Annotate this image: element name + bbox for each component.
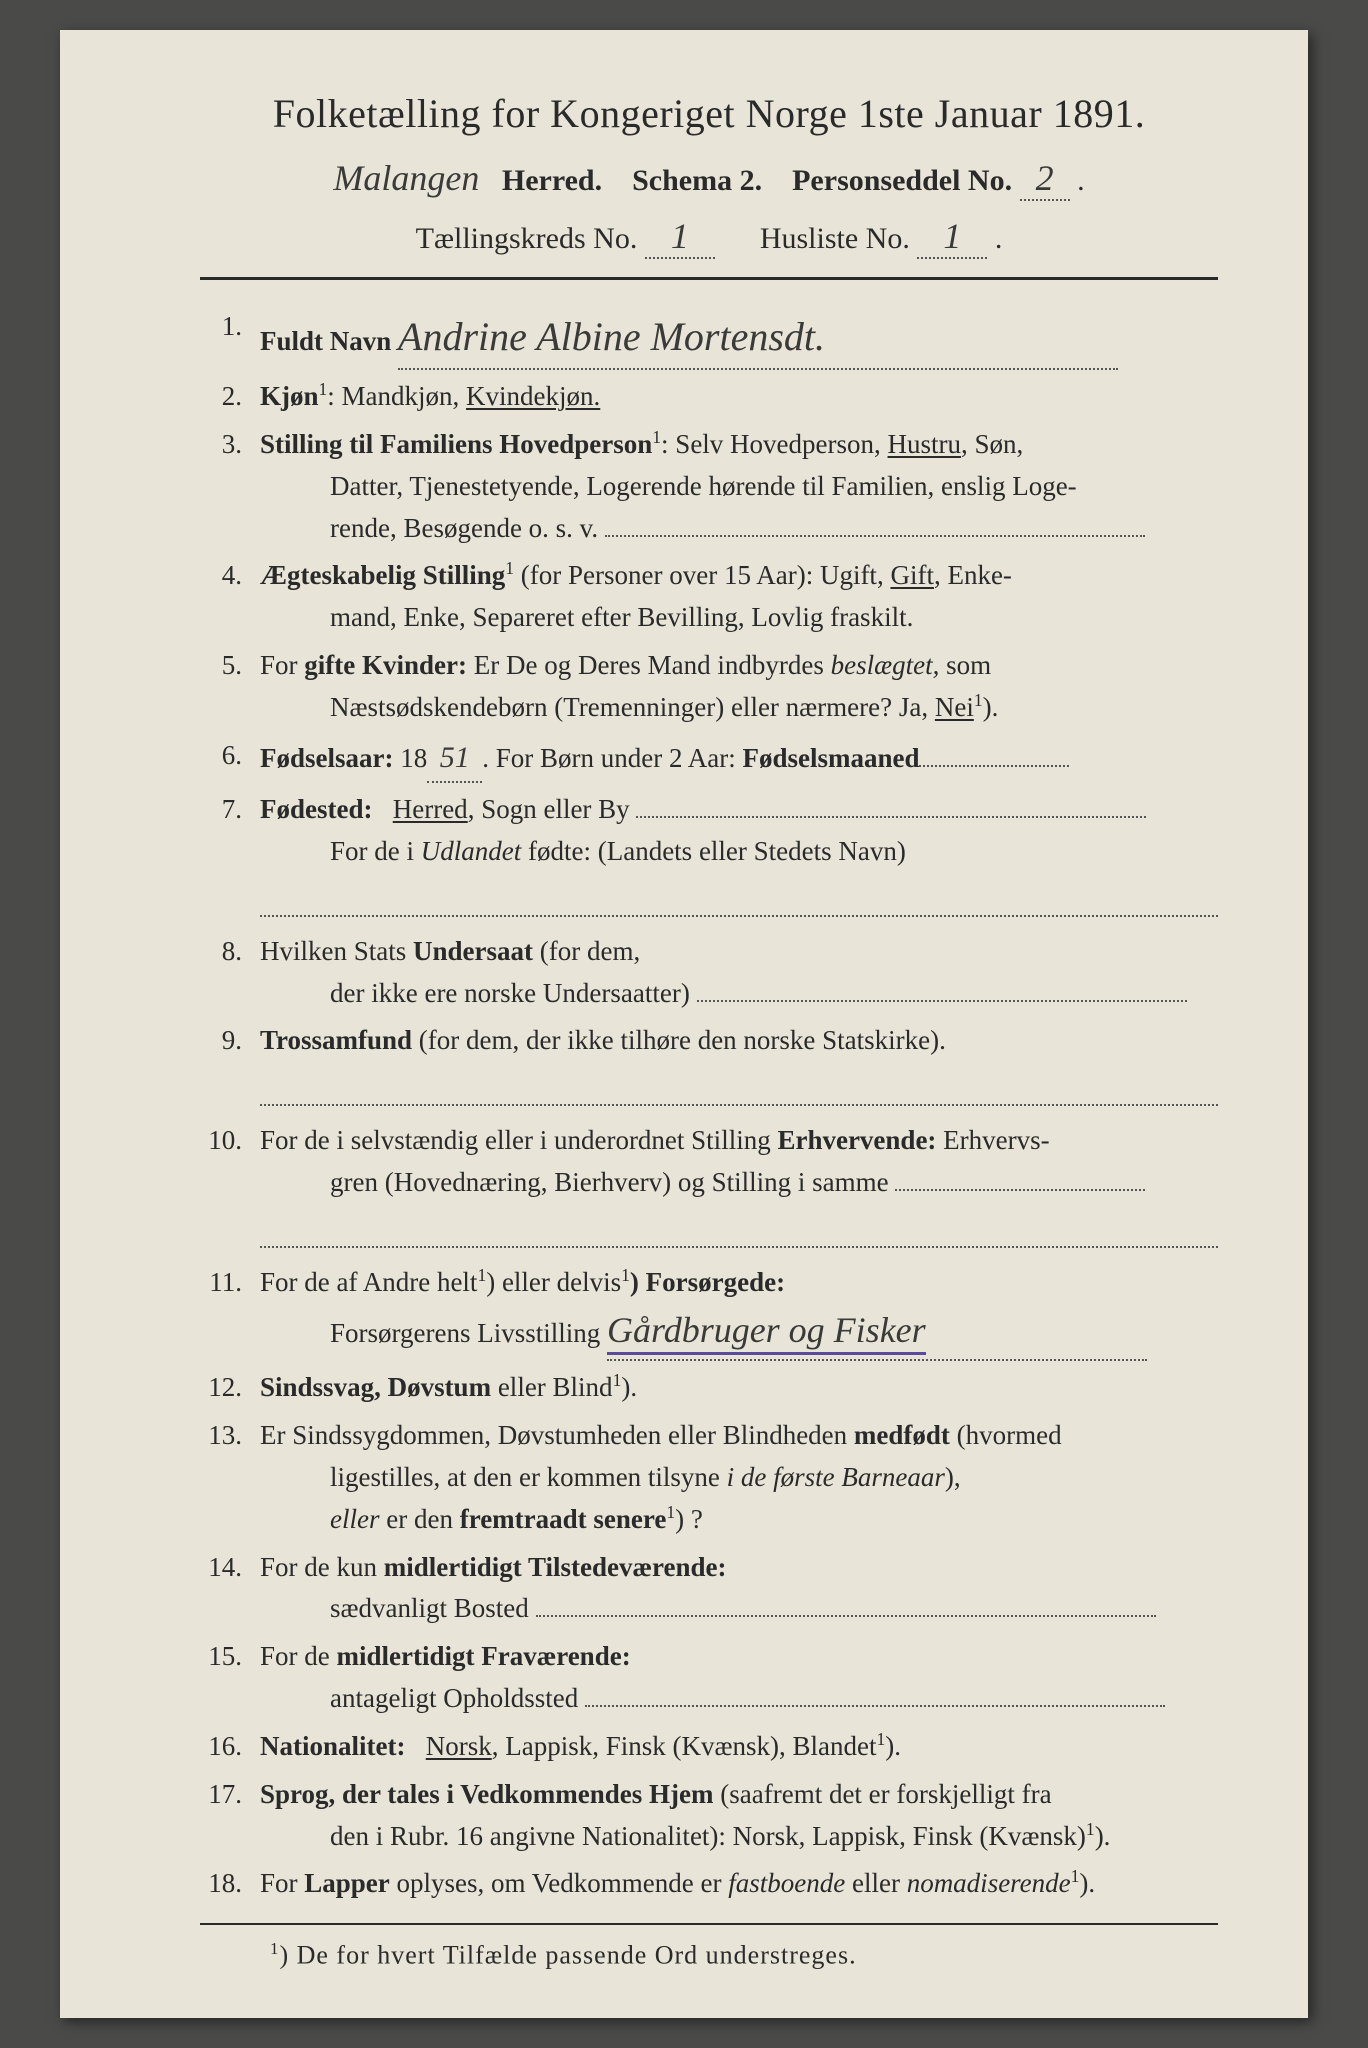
item-9-num: 9. (200, 1020, 260, 1114)
item-18-label: Lapper (304, 1868, 390, 1898)
item-8-num: 8. (200, 931, 260, 1015)
item-12: 12. Sindssvag, Døvstum eller Blind1). (200, 1367, 1218, 1409)
item-10-blank-line (260, 1210, 1218, 1248)
kreds-label: Tællingskreds No. (416, 222, 638, 255)
item-3-num: 3. (200, 424, 260, 550)
item-16-num: 16. (200, 1726, 260, 1768)
item-8: 8. Hvilken Stats Undersaat (for dem, der… (200, 931, 1218, 1015)
herred-handwritten: Malangen (333, 158, 479, 198)
item-17-num: 17. (200, 1774, 260, 1858)
item-9-label: Trossamfund (260, 1025, 412, 1055)
item-7-blank-line (260, 879, 1218, 917)
schema-label: Schema 2. (632, 164, 762, 197)
item-14-num: 14. (200, 1547, 260, 1631)
item-11-label: ) Forsørgede: (630, 1267, 785, 1297)
item-11: 11. For de af Andre helt1) eller delvis1… (200, 1262, 1218, 1362)
item-1: 1. Fuldt Navn Andrine Albine Mortensdt. (200, 306, 1218, 370)
item-10: 10. For de i selvstændig eller i underor… (200, 1120, 1218, 1255)
item-13: 13. Er Sindssygdommen, Døvstumheden elle… (200, 1415, 1218, 1541)
item-6-num: 6. (200, 735, 260, 784)
item-13-label: medfødt (854, 1420, 950, 1450)
item-4-underlined: Gift (890, 560, 934, 590)
item-1-num: 1. (200, 306, 260, 370)
item-6: 6. Fødselsaar: 1851. For Børn under 2 Aa… (200, 735, 1218, 784)
census-form-page: Folketælling for Kongeriget Norge 1ste J… (60, 30, 1308, 2018)
item-1-handwritten: Andrine Albine Mortensdt. (398, 314, 825, 359)
personseddel-no: 2 (1020, 157, 1070, 201)
item-15-num: 15. (200, 1636, 260, 1720)
item-11-handwritten: Gårdbruger og Fisker (607, 1310, 926, 1355)
herred-label: Herred. (502, 164, 602, 197)
item-3-line2: Datter, Tjenestetyende, Logerende hørend… (260, 466, 1218, 508)
kreds-no: 1 (645, 215, 715, 259)
item-9: 9. Trossamfund (for dem, der ikke tilhør… (200, 1020, 1218, 1114)
item-3-label: Stilling til Familiens Hovedperson (260, 429, 652, 459)
item-2-num: 2. (200, 376, 260, 418)
divider-top (200, 277, 1218, 280)
item-6-label: Fødselsaar: (260, 743, 393, 773)
item-3-underlined: Hustru (888, 429, 962, 459)
item-10-label: Erhvervende: (777, 1125, 936, 1155)
item-14: 14. For de kun midlertidigt Tilstedevære… (200, 1547, 1218, 1631)
item-7-underlined: Herred (393, 794, 468, 824)
item-12-label: Sindssvag, Døvstum (260, 1372, 491, 1402)
item-8-label: Undersaat (413, 936, 533, 966)
header-line-1: Malangen Herred. Schema 2. Personseddel … (200, 157, 1218, 201)
item-11-num: 11. (200, 1262, 260, 1362)
item-2: 2. Kjøn1: Mandkjøn, Kvindekjøn. (200, 376, 1218, 418)
item-6-year-hw: 51 (427, 735, 482, 784)
item-17: 17. Sprog, der tales i Vedkommendes Hjem… (200, 1774, 1218, 1858)
item-10-num: 10. (200, 1120, 260, 1255)
item-16-label: Nationalitet: (260, 1731, 405, 1761)
item-3: 3. Stilling til Familiens Hovedperson1: … (200, 424, 1218, 550)
item-15: 15. For de midlertidigt Fraværende: anta… (200, 1636, 1218, 1720)
item-1-label: Fuldt Navn (260, 326, 391, 356)
item-4: 4. Ægteskabelig Stilling1 (for Personer … (200, 555, 1218, 639)
footnote: 1) De for hvert Tilfælde passende Ord un… (200, 1939, 1218, 1971)
item-2-label: Kjøn (260, 381, 319, 411)
item-9-blank-line (260, 1068, 1218, 1106)
item-5: 5. For gifte Kvinder: Er De og Deres Man… (200, 645, 1218, 729)
item-16-underlined: Norsk (426, 1731, 492, 1761)
item-5-underlined: Nei (935, 692, 974, 722)
item-13-num: 13. (200, 1415, 260, 1541)
item-5-num: 5. (200, 645, 260, 729)
item-7-num: 7. (200, 789, 260, 924)
divider-bottom (200, 1923, 1218, 1925)
item-12-num: 12. (200, 1367, 260, 1409)
item-18-num: 18. (200, 1863, 260, 1905)
item-7: 7. Fødested: Herred, Sogn eller By For d… (200, 789, 1218, 924)
item-2-underlined: Kvindekjøn. (466, 381, 600, 411)
header-line-2: Tællingskreds No. 1 Husliste No. 1 . (200, 215, 1218, 259)
personseddel-label: Personseddel No. (792, 164, 1012, 197)
husliste-label: Husliste No. (760, 222, 910, 255)
item-17-label: Sprog, der tales i Vedkommendes Hjem (260, 1779, 714, 1809)
item-7-label: Fødested: (260, 794, 372, 824)
item-4-line2: mand, Enke, Separeret efter Bevilling, L… (260, 597, 1218, 639)
item-15-label: midlertidigt Fraværende: (337, 1641, 631, 1671)
item-4-label: Ægteskabelig Stilling (260, 560, 505, 590)
item-3-line3: rende, Besøgende o. s. v. (330, 513, 598, 543)
item-16: 16. Nationalitet: Norsk, Lappisk, Finsk … (200, 1726, 1218, 1768)
item-18: 18. For Lapper oplyses, om Vedkommende e… (200, 1863, 1218, 1905)
item-5-label: gifte Kvinder: (304, 650, 467, 680)
item-4-num: 4. (200, 555, 260, 639)
husliste-no: 1 (917, 215, 987, 259)
item-14-label: midlertidigt Tilstedeværende: (384, 1552, 727, 1582)
page-title: Folketælling for Kongeriget Norge 1ste J… (200, 90, 1218, 137)
